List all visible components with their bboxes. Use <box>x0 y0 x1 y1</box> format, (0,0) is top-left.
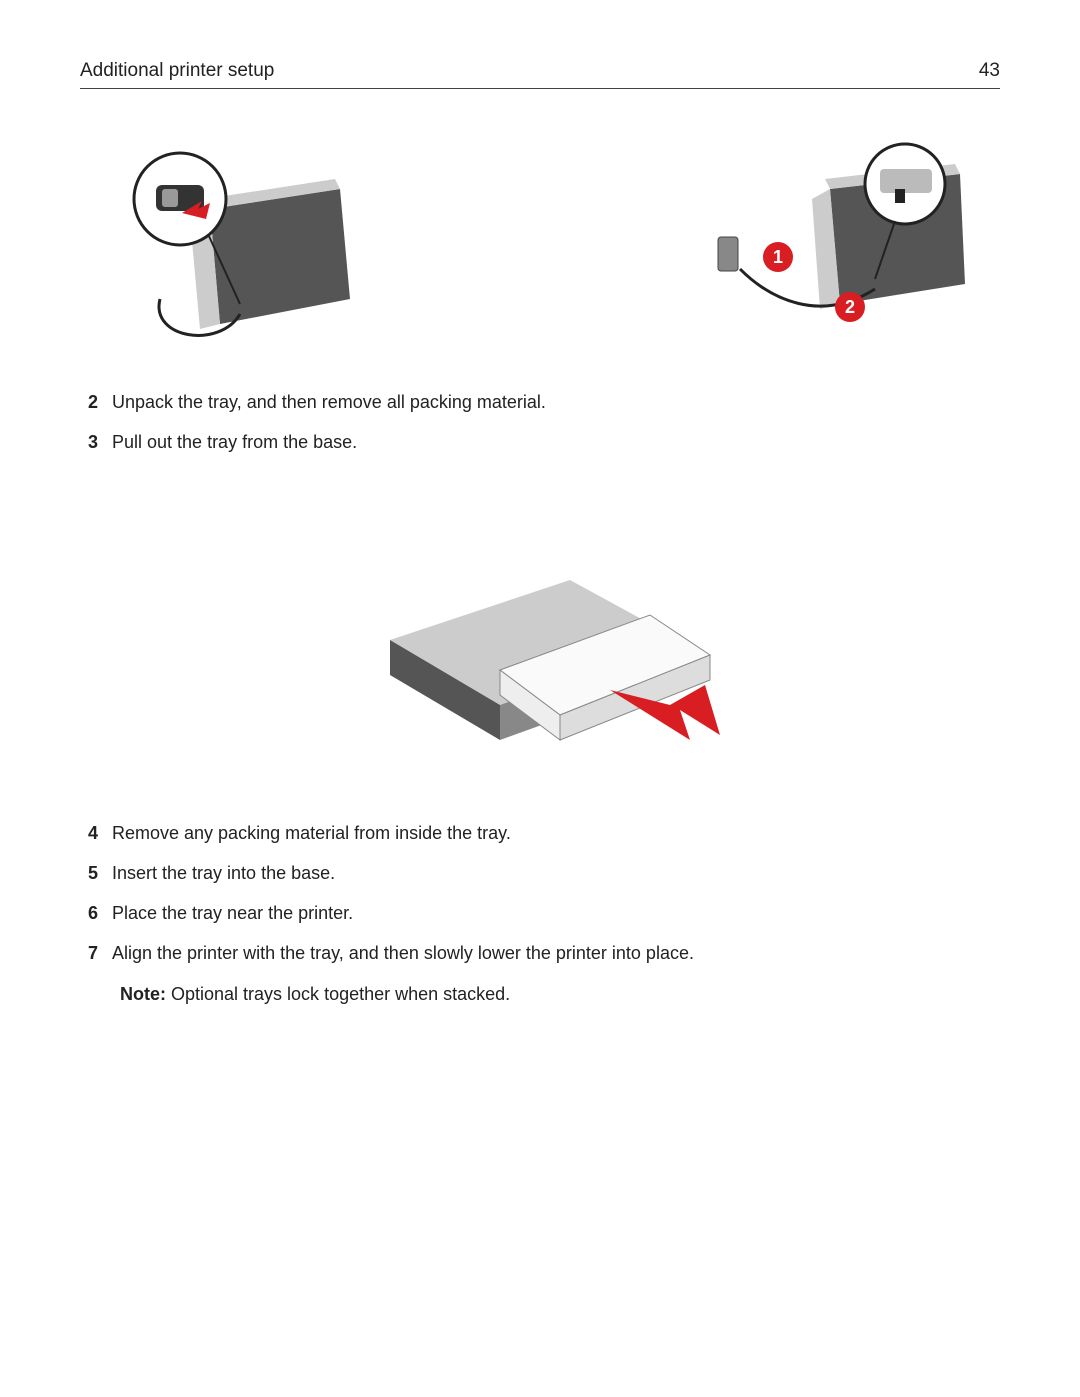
callout-badge-1: 1 <box>773 247 783 267</box>
section-title: Additional printer setup <box>80 60 274 82</box>
step-number: 7 <box>88 940 112 966</box>
step-item: 5 Insert the tray into the base. <box>88 860 1000 886</box>
step-item: 6 Place the tray near the printer. <box>88 900 1000 926</box>
figure-power-switch <box>90 129 390 359</box>
step-text: Place the tray near the printer. <box>112 900 1000 926</box>
step-text: Unpack the tray, and then remove all pac… <box>112 389 1000 415</box>
step-note: Note: Optional trays lock together when … <box>88 981 1000 1007</box>
step-number: 5 <box>88 860 112 886</box>
page-header: Additional printer setup 43 <box>80 60 1000 89</box>
step-item: 7 Align the printer with the tray, and t… <box>88 940 1000 966</box>
step-number: 3 <box>88 429 112 455</box>
steps-block-2: 4 Remove any packing material from insid… <box>80 820 1000 1006</box>
step-item: 4 Remove any packing material from insid… <box>88 820 1000 846</box>
step-text: Insert the tray into the base. <box>112 860 1000 886</box>
step-text: Align the printer with the tray, and the… <box>112 940 1000 966</box>
callout-badge-2: 2 <box>845 297 855 317</box>
figure-power-connect: 1 2 <box>700 129 990 359</box>
step-number: 4 <box>88 820 112 846</box>
step-number: 2 <box>88 389 112 415</box>
note-text: Optional trays lock together when stacke… <box>166 984 510 1004</box>
step-text: Remove any packing material from inside … <box>112 820 1000 846</box>
page-number: 43 <box>979 60 1000 82</box>
step-item: 2 Unpack the tray, and then remove all p… <box>88 389 1000 415</box>
step-item: 3 Pull out the tray from the base. <box>88 429 1000 455</box>
steps-block-1: 2 Unpack the tray, and then remove all p… <box>80 389 1000 455</box>
figure-tray-pull <box>80 490 1000 790</box>
step-number: 6 <box>88 900 112 926</box>
step-text: Pull out the tray from the base. <box>112 429 1000 455</box>
note-label: Note: <box>120 984 166 1004</box>
figure-row-top: 1 2 <box>80 129 1000 359</box>
